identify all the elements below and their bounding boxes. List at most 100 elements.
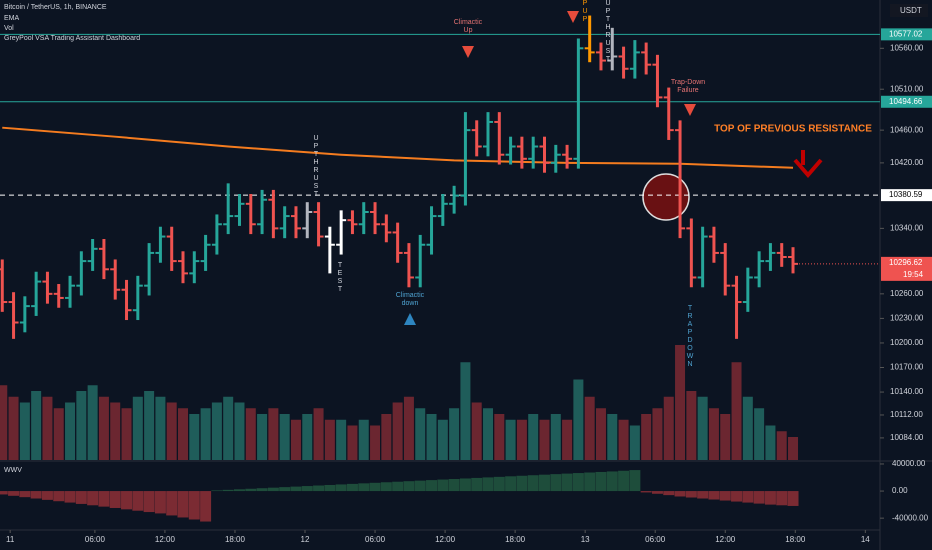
currency: USDT <box>900 6 922 15</box>
volume-bar <box>166 402 177 460</box>
wwv-bar <box>19 491 31 498</box>
y-tick-label: 10460.00 <box>890 125 924 134</box>
wwv-bar <box>550 474 562 492</box>
volume-bar <box>76 391 87 460</box>
wwv-bar <box>584 472 596 492</box>
ema-line <box>2 126 794 169</box>
volume-bar <box>268 408 279 460</box>
volume-bar <box>573 379 584 460</box>
volume-bar <box>675 345 686 460</box>
volume-bar <box>652 408 663 460</box>
x-tick-label: 12:00 <box>155 535 176 544</box>
wwv-bar <box>98 491 110 507</box>
volume-bar <box>471 402 482 460</box>
wwv-bar <box>256 488 268 492</box>
last-price-box <box>881 256 932 281</box>
wwv-bar <box>30 491 42 499</box>
wwv-bar <box>561 473 573 492</box>
pane-title: WWV <box>4 467 22 474</box>
marker <box>567 11 579 23</box>
wwv-bar <box>0 491 8 495</box>
volume-bar <box>121 408 132 460</box>
wwv-bar <box>245 488 257 492</box>
annotation: Up <box>464 27 473 34</box>
y-tick-label: 10340.00 <box>890 223 924 232</box>
x-tick-label: 12:00 <box>435 535 456 544</box>
volume-bar <box>765 425 776 460</box>
indicator: EMA <box>4 15 20 22</box>
wwv-bar <box>753 491 765 504</box>
volume-bar <box>539 419 550 460</box>
x-tick-label: 06:00 <box>85 535 106 544</box>
wwv-bar <box>640 491 652 493</box>
last-price: 10296.62 <box>889 258 923 267</box>
wwv-bar <box>380 482 392 492</box>
wwv-bar <box>188 491 200 520</box>
wwv-bar <box>109 491 121 508</box>
wwv-bar <box>41 491 53 500</box>
y-tick-label: 10140.00 <box>890 387 924 396</box>
volume-bar <box>178 408 189 460</box>
volume-bar <box>110 402 121 460</box>
y-tick-label: 40000.00 <box>892 459 926 468</box>
x-tick-label: 13 <box>581 535 590 544</box>
level-label-box <box>881 189 932 202</box>
volume-bar <box>686 391 697 460</box>
volume-bar <box>132 396 143 460</box>
volume-bar <box>19 402 30 460</box>
wwv-bar <box>200 491 212 522</box>
volume-bar <box>392 402 403 460</box>
x-tick-label: 14 <box>861 535 870 544</box>
volume-bar <box>494 414 505 460</box>
wwv-bar <box>505 476 517 492</box>
volume-bar <box>155 396 166 460</box>
volume-bar <box>776 431 787 460</box>
wwv-bar <box>426 480 438 492</box>
wwv-bar <box>267 487 279 492</box>
volume-bar <box>358 419 369 460</box>
x-tick-label: 18:00 <box>505 535 526 544</box>
volume-bar <box>53 408 64 460</box>
wwv-bar <box>787 491 799 506</box>
annotation: TOP OF PREVIOUS RESISTANCE <box>714 124 872 135</box>
volume-bar <box>313 408 324 460</box>
volume-bar <box>0 385 8 460</box>
signal-label: UPTHRUST <box>313 135 320 199</box>
annotation: Failure <box>677 87 699 94</box>
volume-bar <box>754 408 765 460</box>
annotation: Climactic <box>454 19 483 26</box>
x-tick-label: 11 <box>6 535 15 544</box>
wwv-bar <box>414 480 426 492</box>
wwv-bar <box>8 491 20 496</box>
wwv-bar <box>742 491 754 503</box>
volume-bar <box>731 362 742 460</box>
volume-bar <box>257 414 268 460</box>
wwv-bar <box>233 489 245 492</box>
wwv-bar <box>154 491 166 514</box>
volume-bar <box>629 425 640 460</box>
wwv-bar <box>358 483 370 492</box>
volume-bar <box>31 391 42 460</box>
level-label-box <box>881 28 932 41</box>
volume-bar <box>234 402 245 460</box>
wwv-bar <box>346 483 358 492</box>
x-tick-label: 12 <box>301 535 310 544</box>
wwv-bar <box>618 470 630 492</box>
wwv-bar <box>143 491 155 513</box>
wwv-bar <box>222 489 234 492</box>
volume-bar <box>211 402 222 460</box>
volume-bar <box>618 419 629 460</box>
y-tick-label: 10230.00 <box>890 314 924 323</box>
volume-bar <box>788 437 799 460</box>
wwv-bar <box>121 491 133 510</box>
volume-bar <box>742 396 753 460</box>
volume-bar <box>223 396 234 460</box>
x-tick-label: 06:00 <box>645 535 666 544</box>
volume-bar <box>302 414 313 460</box>
indicator: Vol <box>4 25 14 32</box>
y-tick-label: -40000.00 <box>892 513 929 522</box>
signal-label: TEST <box>337 262 344 294</box>
signal-label: UPTHRUST <box>605 0 612 64</box>
wwv-bar <box>663 491 675 496</box>
wwv-bar <box>313 485 325 492</box>
